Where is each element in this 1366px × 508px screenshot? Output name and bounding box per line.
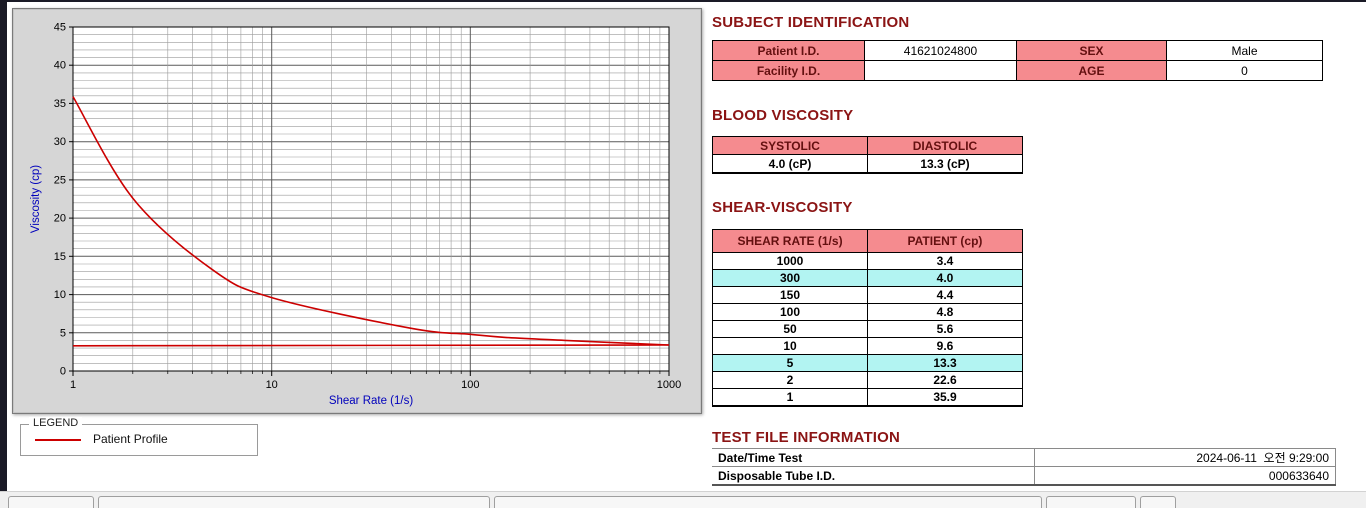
table-row: 10 9.6 — [712, 337, 1023, 355]
table-row-highlighted: 5 13.3 — [712, 354, 1023, 372]
svg-text:10: 10 — [54, 289, 66, 301]
window-frame-top — [0, 0, 1366, 2]
svg-text:35: 35 — [54, 98, 66, 110]
test-file-information-heading: TEST FILE INFORMATION — [712, 429, 901, 446]
subject-identification-table: Patient I.D. 41621024800 SEX Male Facili… — [712, 40, 1323, 81]
facility-id-value — [864, 60, 1017, 81]
info-panel: SUBJECT IDENTIFICATION Patient I.D. 4162… — [710, 0, 1362, 508]
bottom-button[interactable] — [98, 496, 490, 508]
shear-rate-header: SHEAR RATE (1/s) — [712, 229, 868, 253]
bottom-toolbar — [0, 491, 1366, 508]
table-row-highlighted: 300 4.0 — [712, 269, 1023, 287]
svg-text:100: 100 — [461, 379, 479, 391]
table-row: 1000 3.4 — [712, 252, 1023, 270]
bottom-button[interactable] — [1140, 496, 1176, 508]
svg-text:1: 1 — [70, 379, 76, 391]
svg-text:40: 40 — [54, 60, 66, 72]
viscosity-cell: 4.8 — [867, 303, 1023, 321]
blood-viscosity-table: SYSTOLIC DIASTOLIC 4.0 (cP) 13.3 (cP) — [712, 136, 1023, 174]
disposable-tube-id-label: Disposable Tube I.D. — [712, 466, 1035, 486]
table-row: Facility I.D. AGE 0 — [712, 60, 1323, 81]
table-row: Patient I.D. 41621024800 SEX Male — [712, 40, 1323, 61]
patient-cp-header: PATIENT (cp) — [867, 229, 1023, 253]
shear-rate-cell: 1 — [712, 388, 868, 407]
viscosity-cell: 9.6 — [867, 337, 1023, 355]
sex-label: SEX — [1016, 40, 1167, 61]
date-time-test-label: Date/Time Test — [712, 448, 1035, 467]
shear-rate-cell: 10 — [712, 337, 868, 355]
table-header-row: SYSTOLIC DIASTOLIC — [712, 136, 1023, 155]
viscosity-chart-panel: 0 5 10 15 20 25 30 35 40 45 1 10 100 1000 Shear Rate (… — [12, 8, 702, 414]
svg-text:0: 0 — [60, 366, 66, 378]
svg-text:30: 30 — [54, 136, 66, 148]
window-frame-left — [0, 0, 7, 508]
age-value: 0 — [1166, 60, 1323, 81]
table-row: Date/Time Test 2024-06-11 오전 9:29:00 — [712, 448, 1336, 467]
viscosity-cell: 5.6 — [867, 320, 1023, 338]
viscosity-cell: 4.4 — [867, 286, 1023, 304]
table-row: Disposable Tube I.D. 000633640 — [712, 466, 1336, 486]
svg-text:Shear Rate (1/s): Shear Rate (1/s) — [329, 395, 414, 407]
table-row: 4.0 (cP) 13.3 (cP) — [712, 154, 1023, 174]
shear-rate-cell: 100 — [712, 303, 868, 321]
date-time-test-value: 2024-06-11 오전 9:29:00 — [1034, 448, 1336, 467]
table-header-row: SHEAR RATE (1/s) PATIENT (cp) — [712, 229, 1023, 253]
shear-viscosity-chart: 0 5 10 15 20 25 30 35 40 45 1 10 100 1000 Shear Rate (… — [30, 22, 681, 408]
systolic-header: SYSTOLIC — [712, 136, 868, 155]
blood-viscosity-heading: BLOOD VISCOSITY — [712, 107, 854, 124]
shear-rate-cell: 5 — [712, 354, 868, 372]
diastolic-value: 13.3 (cP) — [867, 154, 1023, 174]
patient-id-label: Patient I.D. — [712, 40, 865, 61]
bottom-button[interactable] — [8, 496, 94, 508]
table-row: 100 4.8 — [712, 303, 1023, 321]
chart-legend: LEGEND Patient Profile — [20, 417, 258, 456]
viscosity-cell: 3.4 — [867, 252, 1023, 270]
viscosity-cell: 22.6 — [867, 371, 1023, 389]
legend-line-sample — [35, 439, 81, 441]
systolic-value: 4.0 (cP) — [712, 154, 868, 174]
sex-value: Male — [1166, 40, 1323, 61]
patient-id-value: 41621024800 — [864, 40, 1017, 61]
shear-rate-cell: 150 — [712, 286, 868, 304]
table-row: 50 5.6 — [712, 320, 1023, 338]
viscosity-cell: 4.0 — [867, 269, 1023, 287]
svg-text:1000: 1000 — [657, 379, 681, 391]
shear-viscosity-table: SHEAR RATE (1/s) PATIENT (cp) 1000 3.4 3… — [712, 229, 1023, 407]
table-row: 2 22.6 — [712, 371, 1023, 389]
subject-identification-heading: SUBJECT IDENTIFICATION — [712, 14, 910, 31]
facility-id-label: Facility I.D. — [712, 60, 865, 81]
viscosity-cell: 13.3 — [867, 354, 1023, 372]
disposable-tube-id-value: 000633640 — [1034, 466, 1336, 486]
table-row: 1 35.9 — [712, 388, 1023, 407]
legend-caption: LEGEND — [29, 417, 83, 429]
age-label: AGE — [1016, 60, 1167, 81]
legend-entry-label: Patient Profile — [93, 432, 168, 446]
shear-rate-cell: 300 — [712, 269, 868, 287]
svg-text:45: 45 — [54, 22, 66, 34]
diastolic-header: DIASTOLIC — [867, 136, 1023, 155]
table-row: 150 4.4 — [712, 286, 1023, 304]
svg-text:15: 15 — [54, 251, 66, 263]
svg-text:25: 25 — [54, 174, 66, 186]
svg-text:10: 10 — [266, 379, 278, 391]
test-file-information-table: Date/Time Test 2024-06-11 오전 9:29:00 Dis… — [712, 448, 1336, 486]
svg-text:Viscosity (cp): Viscosity (cp) — [30, 165, 42, 233]
bottom-button[interactable] — [1046, 496, 1136, 508]
svg-text:5: 5 — [60, 327, 66, 339]
bottom-button[interactable] — [494, 496, 1042, 508]
shear-rate-cell: 1000 — [712, 252, 868, 270]
shear-rate-cell: 50 — [712, 320, 868, 338]
shear-viscosity-heading: SHEAR-VISCOSITY — [712, 199, 853, 216]
shear-rate-cell: 2 — [712, 371, 868, 389]
viscosity-cell: 35.9 — [867, 388, 1023, 407]
svg-text:20: 20 — [54, 213, 66, 225]
